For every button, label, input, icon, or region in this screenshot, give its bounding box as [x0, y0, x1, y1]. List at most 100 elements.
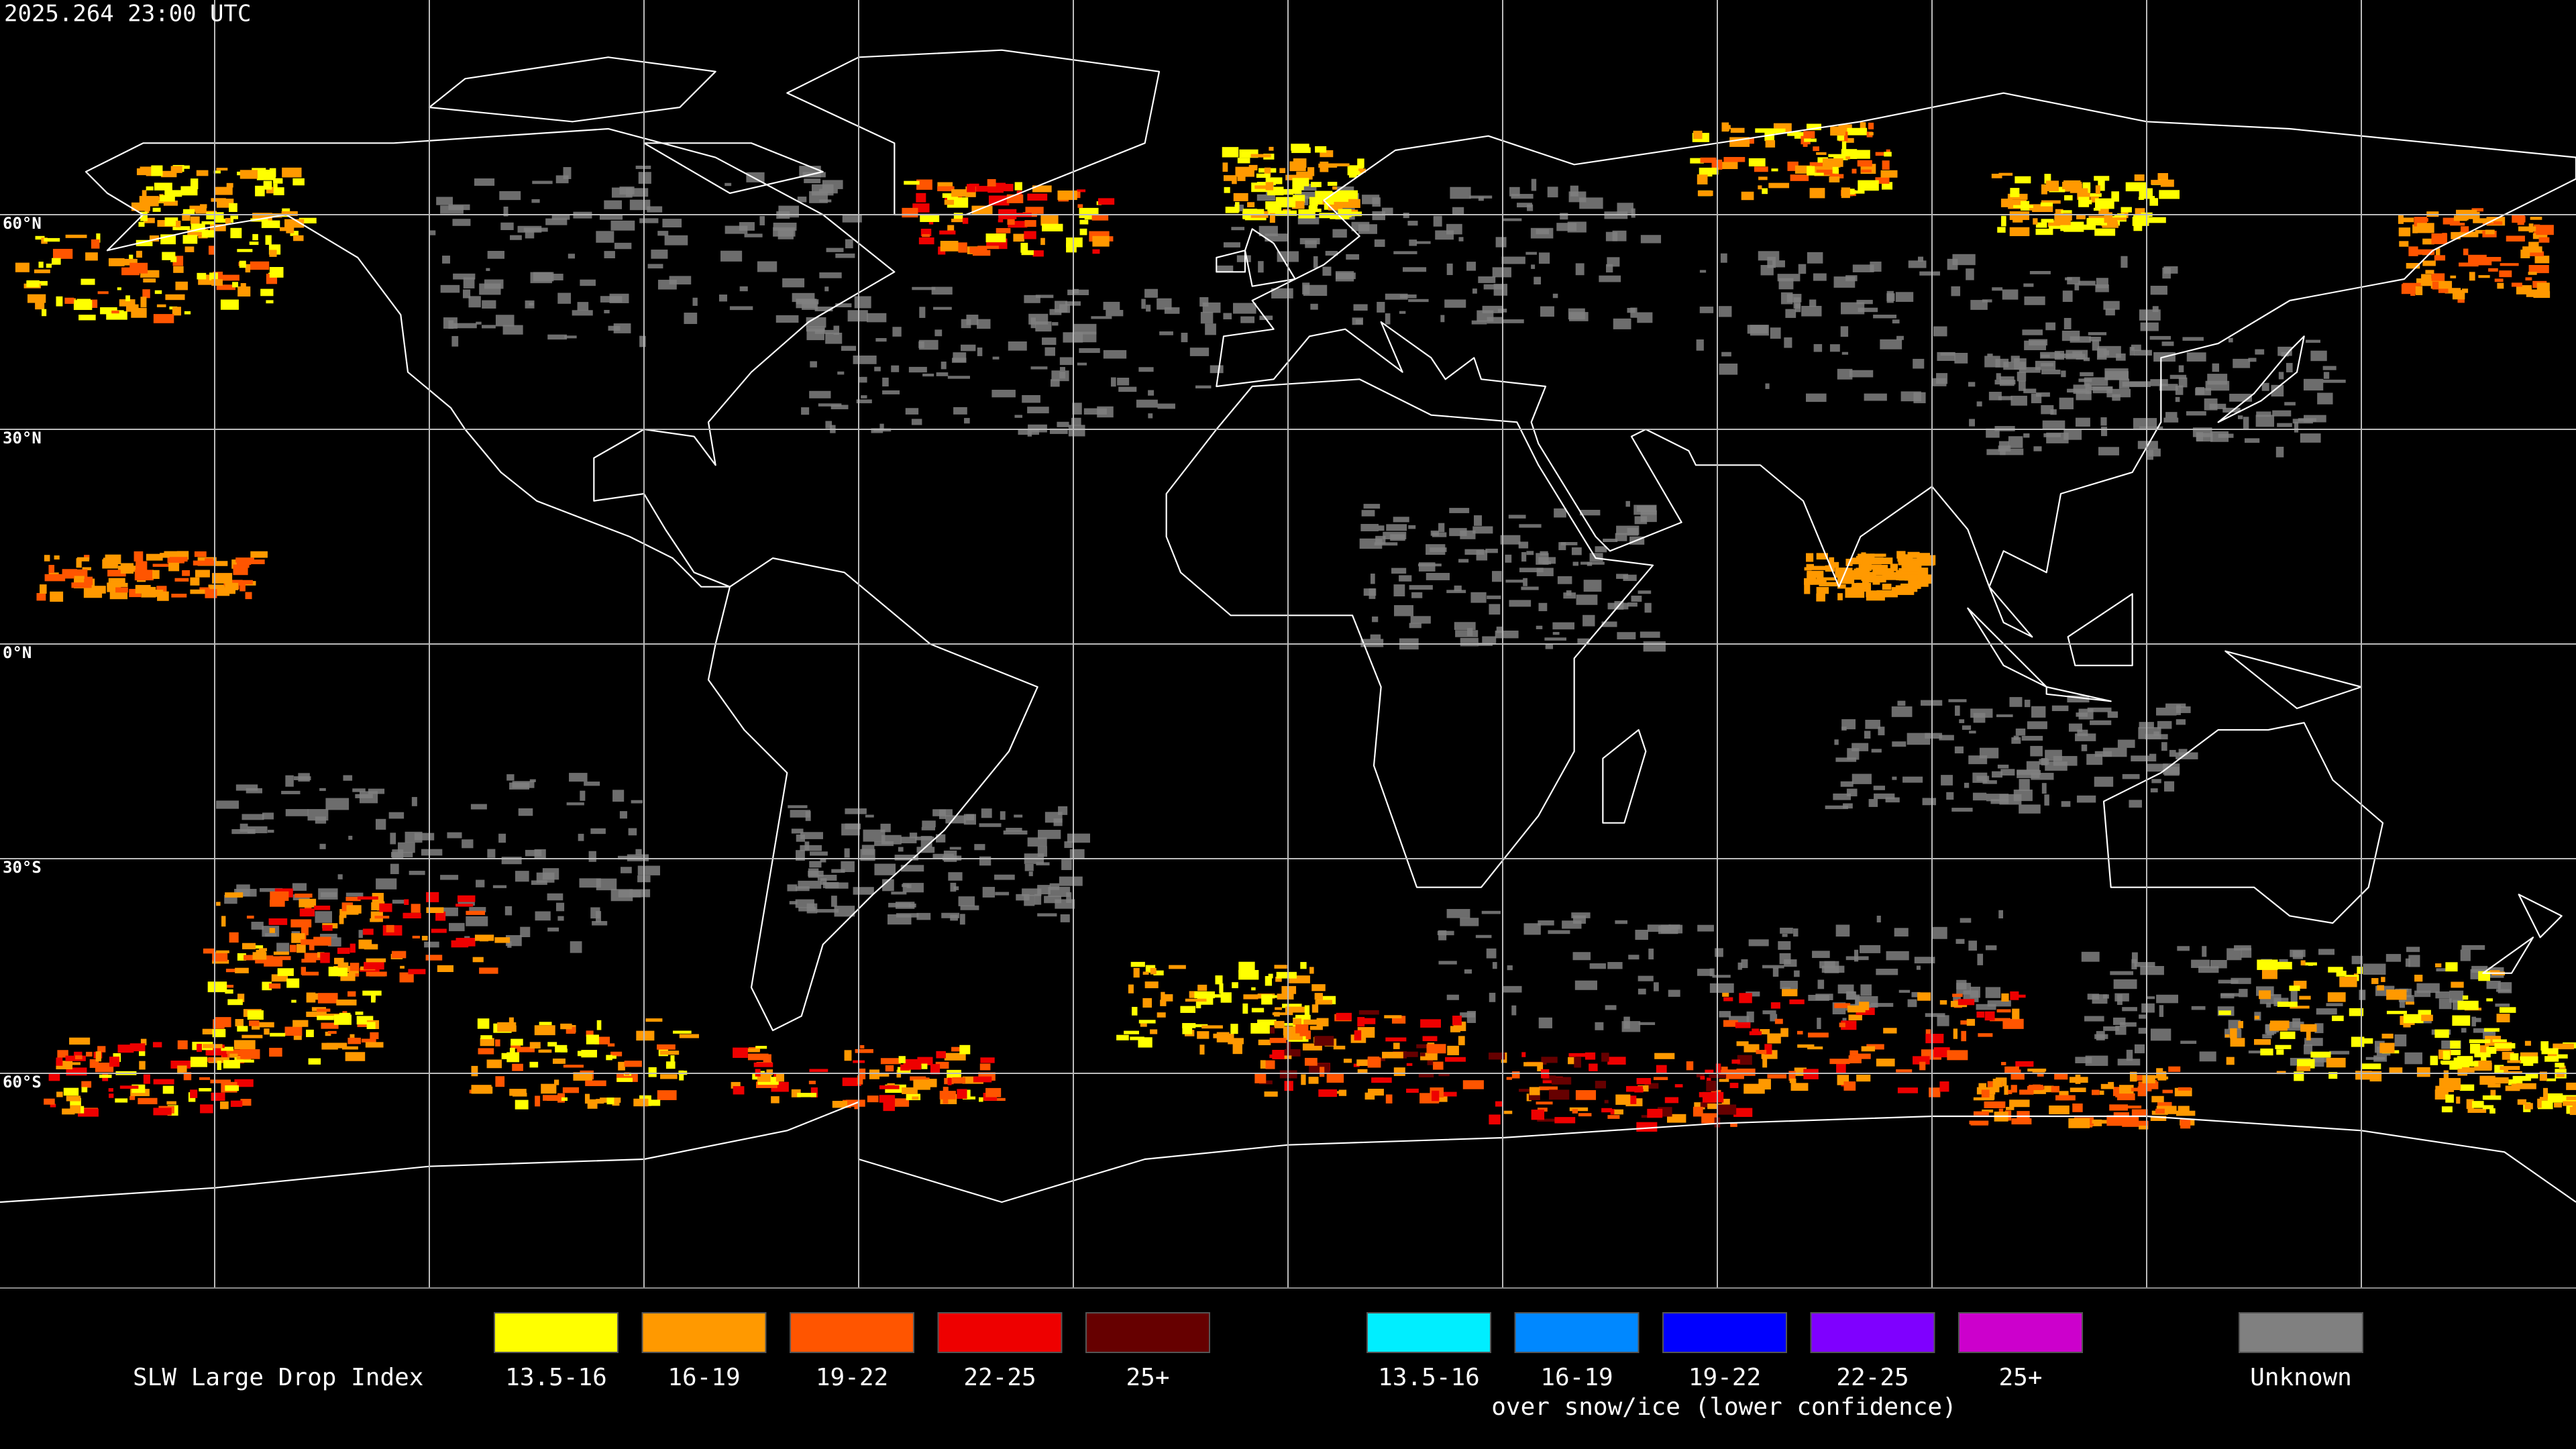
unknown-pixel — [2272, 410, 2292, 417]
unknown-pixel — [867, 313, 887, 323]
unknown-pixel — [1516, 203, 1532, 208]
unknown-pixel — [1523, 923, 1541, 935]
drop-pixel — [2093, 207, 2101, 211]
unknown-pixel — [900, 837, 917, 844]
unknown-pixel — [1393, 584, 1405, 597]
drop-pixel — [2275, 1044, 2292, 1050]
drop-pixel — [134, 570, 154, 581]
unknown-pixel — [1502, 985, 1522, 993]
drop-pixel — [1982, 1110, 1994, 1113]
unknown-pixel — [2322, 379, 2346, 383]
drop-pixel — [208, 1057, 229, 1063]
drop-pixel — [2300, 1024, 2317, 1032]
drop-pixel — [1393, 1067, 1405, 1076]
unknown-pixel — [1489, 604, 1501, 615]
drop-pixel — [1314, 1036, 1334, 1046]
drop-pixel — [2430, 1055, 2438, 1065]
drop-pixel — [1864, 553, 1875, 560]
unknown-pixel — [1059, 357, 1073, 366]
unknown-pixel — [834, 906, 855, 917]
drop-pixel — [1269, 1038, 1287, 1043]
drop-pixel — [753, 1062, 773, 1067]
unknown-pixel — [2013, 789, 2033, 802]
legend-label: 13.5-16 — [1378, 1364, 1480, 1391]
unknown-pixel — [2023, 283, 2034, 287]
unknown-pixel — [657, 231, 669, 236]
drop-pixel — [2336, 971, 2347, 977]
drop-pixel — [2544, 1056, 2559, 1062]
drop-pixel — [1706, 1080, 1717, 1091]
drop-pixel — [2349, 1008, 2364, 1016]
drop-pixel — [991, 182, 1006, 186]
drop-pixel — [1228, 1038, 1244, 1044]
unknown-pixel — [1994, 426, 2015, 431]
unknown-pixel — [320, 892, 337, 898]
unknown-pixel — [1580, 561, 1605, 565]
drop-pixel — [1882, 160, 1890, 170]
drop-pixel — [2150, 1116, 2167, 1122]
unknown-pixel — [1037, 913, 1057, 917]
drop-pixel — [1568, 1053, 1589, 1057]
drop-pixel — [947, 1077, 952, 1085]
unknown-pixel — [1393, 517, 1409, 523]
unknown-pixel — [1411, 592, 1423, 598]
drop-pixel — [973, 1076, 992, 1083]
unknown-pixel — [2186, 352, 2206, 362]
drop-pixel — [308, 1058, 321, 1065]
drop-pixel — [245, 592, 252, 600]
unknown-pixel — [1892, 776, 1897, 780]
unknown-pixel — [837, 371, 845, 375]
unknown-pixel — [2406, 947, 2420, 953]
drop-pixel — [2100, 1083, 2114, 1089]
drop-pixel — [880, 1058, 901, 1065]
unknown-pixel — [1589, 553, 1603, 562]
unknown-pixel — [1060, 914, 1070, 922]
unknown-pixel — [1615, 920, 1627, 924]
drop-pixel — [168, 562, 180, 572]
unknown-pixel — [2149, 335, 2171, 340]
drop-pixel — [261, 220, 280, 228]
drop-pixel — [2132, 1120, 2149, 1126]
drop-pixel — [233, 1040, 256, 1049]
unknown-pixel — [1697, 924, 1714, 932]
unknown-pixel — [692, 297, 698, 306]
drop-pixel — [225, 969, 244, 973]
drop-pixel — [364, 961, 384, 970]
drop-pixel — [2499, 1007, 2516, 1013]
unknown-pixel — [588, 851, 596, 862]
drop-pixel — [1851, 586, 1861, 597]
drop-pixel — [194, 551, 207, 557]
unknown-pixel — [1164, 307, 1180, 314]
drop-pixel — [1957, 999, 1975, 1006]
drop-pixel — [209, 584, 223, 590]
drop-pixel — [1686, 1061, 1694, 1071]
unknown-pixel — [1103, 301, 1120, 311]
drop-pixel — [586, 1034, 599, 1044]
unknown-pixel — [1986, 794, 2009, 802]
drop-pixel — [2000, 199, 2012, 207]
unknown-pixel — [1233, 303, 1256, 314]
unknown-pixel — [2081, 951, 2100, 962]
drop-pixel — [474, 934, 494, 941]
unknown-pixel — [2266, 1002, 2271, 1008]
unknown-pixel — [1061, 858, 1072, 870]
unknown-pixel — [1444, 299, 1466, 308]
drop-pixel — [2482, 1095, 2502, 1100]
drop-pixel — [1829, 1059, 1850, 1065]
drop-pixel — [1333, 1045, 1346, 1050]
unknown-pixel — [894, 855, 918, 861]
drop-pixel — [596, 1099, 604, 1104]
unknown-pixel — [1460, 637, 1479, 647]
drop-pixel — [225, 989, 233, 994]
drop-pixel — [215, 902, 221, 906]
unknown-pixel — [2218, 979, 2239, 984]
drop-pixel — [1898, 568, 1914, 574]
drop-pixel — [1452, 1015, 1462, 1026]
drop-pixel — [2507, 1060, 2522, 1063]
unknown-pixel — [2495, 1003, 2510, 1007]
drop-pixel — [2041, 200, 2061, 204]
drop-pixel — [1356, 1059, 1377, 1066]
drop-pixel — [2540, 1041, 2549, 1051]
drop-pixel — [1219, 983, 1224, 994]
unknown-pixel — [1760, 265, 1774, 276]
